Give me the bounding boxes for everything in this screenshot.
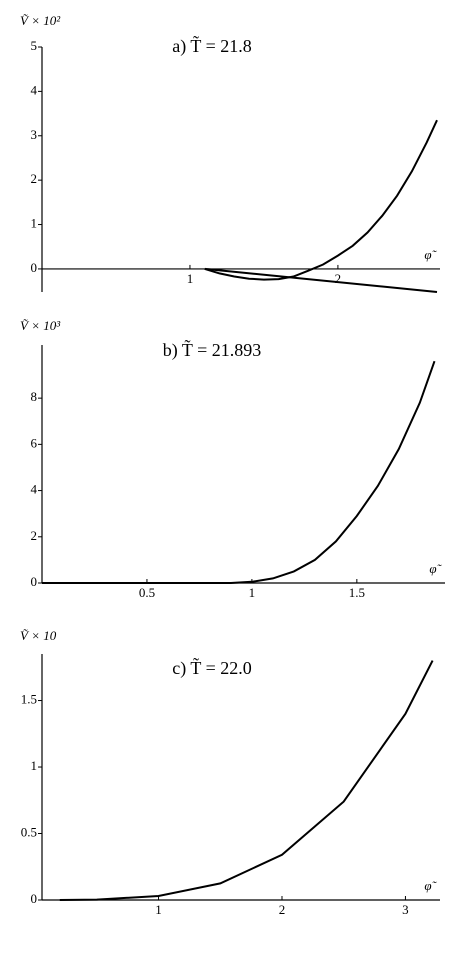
y-tick-label: 0 [31, 574, 38, 589]
x-axis-label: φ̃ [424, 878, 437, 893]
x-tick-label: 1 [187, 271, 194, 286]
curve [204, 267, 438, 293]
y-tick-label: 4 [31, 82, 38, 97]
curve [42, 360, 436, 584]
curve [59, 660, 434, 901]
curve [204, 119, 438, 281]
x-tick-label: 0.5 [139, 585, 155, 600]
chart-title: b) T̃ = 21.893 [163, 339, 262, 362]
x-tick-label: 2 [335, 271, 342, 286]
y-tick-label: 0 [31, 260, 38, 275]
y-tick-label: 8 [31, 389, 38, 404]
y-tick-label: 1 [31, 216, 38, 231]
y-tick-label: 2 [31, 171, 38, 186]
y-axis-label: Ṽ × 10² [20, 13, 61, 28]
x-axis-label: φ̃ [424, 247, 437, 262]
x-tick-label: 3 [402, 902, 409, 917]
y-tick-label: 5 [31, 38, 38, 53]
y-tick-label: 2 [31, 528, 38, 543]
y-axis-label: Ṽ × 10 [20, 628, 57, 643]
x-axis-label: φ̃ [429, 561, 442, 576]
y-tick-label: 1.5 [21, 692, 37, 707]
x-tick-label: 1 [155, 902, 162, 917]
x-tick-label: 2 [279, 902, 286, 917]
chart-title: c) T̃ = 22.0 [172, 657, 251, 680]
x-tick-label: 1 [249, 585, 256, 600]
y-tick-label: 6 [31, 435, 38, 450]
y-axis-label: Ṽ × 10³ [20, 318, 61, 333]
y-tick-label: 0 [31, 891, 38, 906]
chart-title: a) T̃ = 21.8 [172, 35, 251, 58]
y-tick-label: 0.5 [21, 824, 37, 839]
y-tick-label: 4 [31, 482, 38, 497]
x-tick-label: 1.5 [349, 585, 365, 600]
y-tick-label: 1 [31, 758, 38, 773]
y-tick-label: 3 [31, 127, 38, 142]
